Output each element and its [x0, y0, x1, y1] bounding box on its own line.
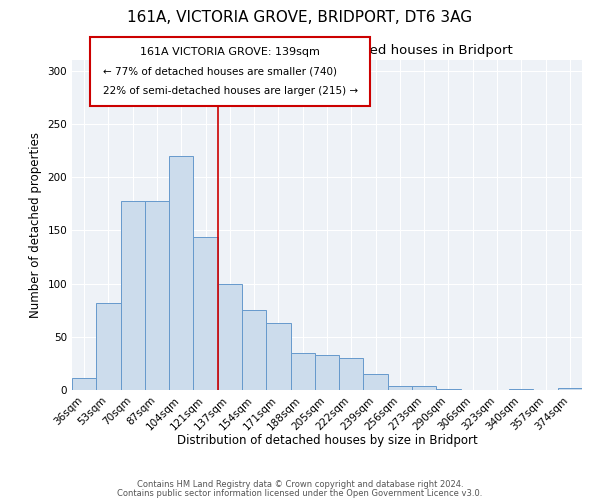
Bar	[266, 323, 290, 390]
Title: Size of property relative to detached houses in Bridport: Size of property relative to detached ho…	[141, 44, 513, 58]
Bar	[169, 156, 193, 390]
Bar	[193, 236, 218, 390]
Text: Contains HM Land Registry data © Crown copyright and database right 2024.: Contains HM Land Registry data © Crown c…	[137, 480, 463, 489]
Bar	[145, 200, 169, 390]
Bar	[388, 386, 412, 390]
FancyBboxPatch shape	[90, 37, 370, 106]
Bar	[509, 389, 533, 390]
Bar	[72, 378, 96, 390]
Bar	[412, 386, 436, 390]
Bar	[558, 388, 582, 390]
Bar	[364, 374, 388, 390]
Bar	[96, 302, 121, 390]
Y-axis label: Number of detached properties: Number of detached properties	[29, 132, 42, 318]
Bar	[290, 352, 315, 390]
Bar	[218, 284, 242, 390]
X-axis label: Distribution of detached houses by size in Bridport: Distribution of detached houses by size …	[176, 434, 478, 448]
Bar	[339, 358, 364, 390]
Bar	[242, 310, 266, 390]
Text: 22% of semi-detached houses are larger (215) →: 22% of semi-detached houses are larger (…	[103, 86, 358, 97]
Bar	[436, 389, 461, 390]
Bar	[315, 355, 339, 390]
Text: 161A, VICTORIA GROVE, BRIDPORT, DT6 3AG: 161A, VICTORIA GROVE, BRIDPORT, DT6 3AG	[127, 10, 473, 25]
Bar	[121, 200, 145, 390]
Text: 161A VICTORIA GROVE: 139sqm: 161A VICTORIA GROVE: 139sqm	[140, 47, 320, 57]
Text: Contains public sector information licensed under the Open Government Licence v3: Contains public sector information licen…	[118, 488, 482, 498]
Text: ← 77% of detached houses are smaller (740): ← 77% of detached houses are smaller (74…	[103, 66, 337, 76]
